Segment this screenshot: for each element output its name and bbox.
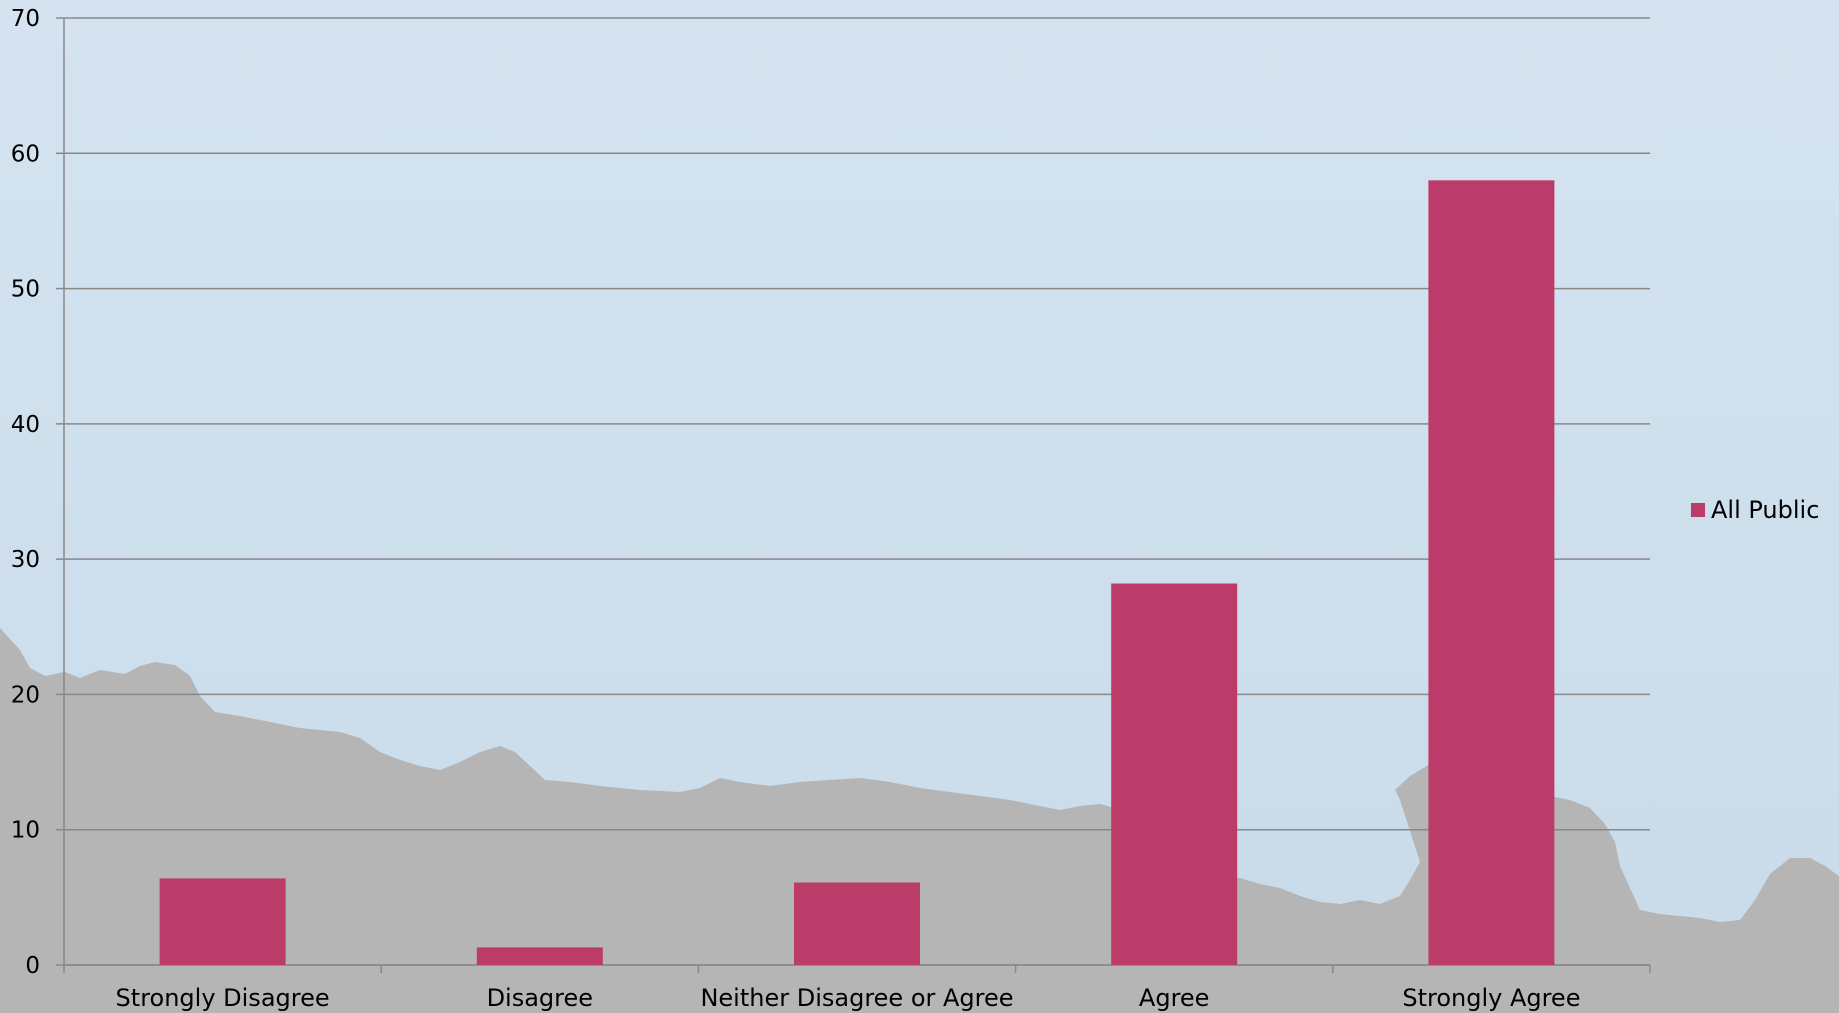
legend-label: All Public: [1711, 496, 1819, 524]
bar-strongly-disagree: [159, 878, 286, 965]
legend-swatch: [1691, 503, 1705, 517]
y-tick-label: 40: [11, 412, 40, 438]
landscape-silhouette: [0, 628, 1839, 1013]
y-tick-label: 70: [11, 6, 40, 32]
bar-strongly-agree: [1428, 180, 1555, 966]
y-tick-label: 10: [11, 818, 40, 844]
x-tick-label: Strongly Disagree: [116, 984, 330, 1012]
y-tick-label: 20: [11, 682, 40, 708]
y-tick-label: 0: [25, 953, 40, 979]
y-tick-label: 60: [11, 141, 40, 167]
bar-disagree: [476, 947, 603, 965]
x-tick-label: Neither Disagree or Agree: [700, 984, 1013, 1012]
y-tick-label: 30: [11, 547, 40, 573]
x-tick-label: Agree: [1139, 984, 1210, 1012]
x-tick-label: Strongly Agree: [1402, 984, 1580, 1012]
bar-neither-disagree-or-agree: [794, 882, 920, 965]
x-tick-label: Disagree: [487, 984, 593, 1012]
y-tick-label: 50: [11, 277, 40, 303]
bar-agree: [1111, 583, 1238, 965]
